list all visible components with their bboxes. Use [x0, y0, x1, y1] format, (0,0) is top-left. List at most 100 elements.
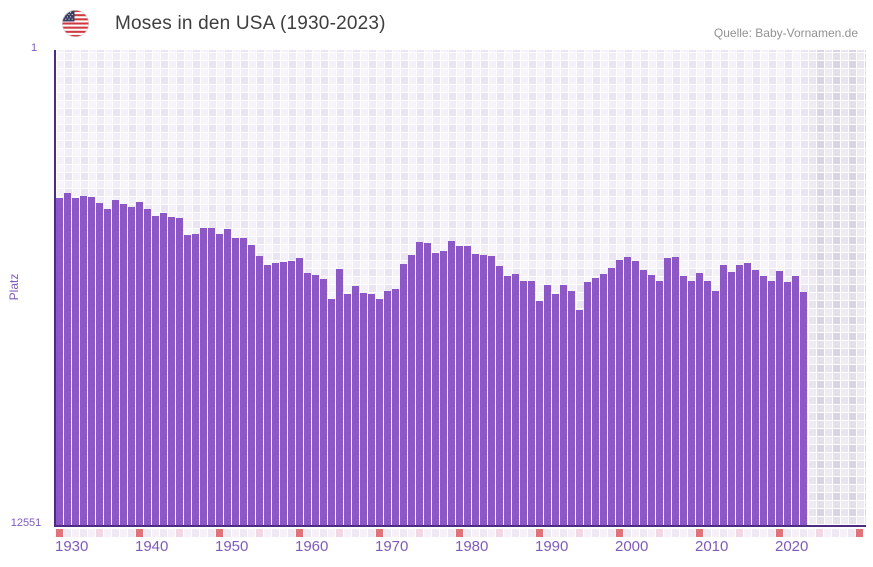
bar-1945[interactable]	[176, 218, 183, 525]
bar-1984[interactable]	[488, 255, 495, 525]
bar-1986[interactable]	[504, 276, 511, 525]
bar-2004[interactable]	[648, 274, 655, 525]
bar-2022[interactable]	[792, 275, 799, 525]
bar-1973[interactable]	[400, 264, 407, 525]
bar-1980[interactable]	[456, 245, 463, 525]
bar-2016[interactable]	[744, 263, 751, 525]
bar-1955[interactable]	[256, 255, 263, 525]
bar-2017[interactable]	[752, 269, 759, 525]
bar-1961[interactable]	[304, 273, 311, 525]
bar-1974[interactable]	[408, 254, 415, 525]
bar-2006[interactable]	[664, 258, 671, 525]
bar-1964[interactable]	[328, 299, 335, 525]
bar-1993[interactable]	[560, 284, 567, 525]
bar-1944[interactable]	[168, 216, 175, 525]
bar-1966[interactable]	[344, 294, 351, 525]
bar-2019[interactable]	[768, 281, 775, 525]
bar-1957[interactable]	[272, 262, 279, 525]
bar-1940[interactable]	[136, 202, 143, 525]
bar-2008[interactable]	[680, 275, 687, 525]
bar-1959[interactable]	[288, 261, 295, 525]
bar-1983[interactable]	[480, 255, 487, 525]
bar-1975[interactable]	[416, 241, 423, 525]
bar-1936[interactable]	[104, 208, 111, 525]
bar-2012[interactable]	[712, 290, 719, 525]
bar-1998[interactable]	[600, 274, 607, 525]
bar-1994[interactable]	[568, 291, 575, 525]
bar-2023[interactable]	[800, 292, 807, 525]
bar-2001[interactable]	[624, 257, 631, 525]
bar-1962[interactable]	[312, 275, 319, 525]
bar-1988[interactable]	[520, 280, 527, 525]
bar-1943[interactable]	[160, 212, 167, 525]
bar-1948[interactable]	[200, 227, 207, 525]
bar-2005[interactable]	[656, 280, 663, 525]
bar-1999[interactable]	[608, 268, 615, 525]
bar-2020[interactable]	[776, 270, 783, 525]
strip-cell-1957	[272, 529, 279, 537]
bar-1933[interactable]	[80, 195, 87, 525]
bar-2003[interactable]	[640, 269, 647, 525]
bar-1952[interactable]	[232, 237, 239, 525]
bar-1977[interactable]	[432, 253, 439, 525]
bar-1937[interactable]	[112, 200, 119, 525]
bar-1951[interactable]	[224, 229, 231, 525]
bar-1934[interactable]	[88, 196, 95, 525]
bar-1932[interactable]	[72, 198, 79, 525]
bar-1996[interactable]	[584, 281, 591, 525]
bar-1967[interactable]	[352, 285, 359, 525]
bar-1979[interactable]	[448, 240, 455, 525]
bar-1965[interactable]	[336, 269, 343, 525]
bar-1981[interactable]	[464, 246, 471, 525]
bar-1939[interactable]	[128, 206, 135, 525]
bar-1969[interactable]	[368, 294, 375, 525]
bar-2014[interactable]	[728, 272, 735, 525]
bar-1949[interactable]	[208, 227, 215, 525]
strip-cell-1999	[608, 529, 615, 537]
bar-2002[interactable]	[632, 260, 639, 525]
bar-1978[interactable]	[440, 250, 447, 525]
bar-1990[interactable]	[536, 301, 543, 525]
bar-1963[interactable]	[320, 278, 327, 525]
bar-1958[interactable]	[280, 261, 287, 525]
strip-cell-2012	[712, 529, 719, 537]
bar-2013[interactable]	[720, 265, 727, 525]
bar-1982[interactable]	[472, 254, 479, 525]
bar-1946[interactable]	[184, 235, 191, 525]
bar-2000[interactable]	[616, 260, 623, 525]
bar-1972[interactable]	[392, 289, 399, 525]
bar-1968[interactable]	[360, 293, 367, 525]
bar-1987[interactable]	[512, 274, 519, 525]
bar-1931[interactable]	[64, 192, 71, 525]
bar-1953[interactable]	[240, 237, 247, 525]
strip-cell-1994	[568, 529, 575, 537]
bar-1995[interactable]	[576, 310, 583, 525]
bar-1991[interactable]	[544, 285, 551, 525]
bar-1976[interactable]	[424, 243, 431, 525]
x-tick-2000: 2000	[615, 538, 649, 555]
bar-1992[interactable]	[552, 294, 559, 525]
bar-1942[interactable]	[152, 216, 159, 525]
bar-1960[interactable]	[296, 258, 303, 525]
bar-1985[interactable]	[496, 266, 503, 525]
bar-2015[interactable]	[736, 264, 743, 525]
bar-1938[interactable]	[120, 204, 127, 525]
bar-1971[interactable]	[384, 291, 391, 525]
bar-1941[interactable]	[144, 208, 151, 525]
bar-2010[interactable]	[696, 273, 703, 525]
bar-2018[interactable]	[760, 276, 767, 525]
bar-1997[interactable]	[592, 278, 599, 525]
y-tick-bottom: 12551	[10, 517, 42, 529]
bar-1970[interactable]	[376, 299, 383, 525]
bar-1956[interactable]	[264, 264, 271, 525]
bar-1950[interactable]	[216, 233, 223, 525]
bar-1935[interactable]	[96, 202, 103, 525]
bar-1930[interactable]	[56, 198, 63, 525]
bar-2011[interactable]	[704, 280, 711, 525]
bar-1954[interactable]	[248, 245, 255, 525]
bar-1947[interactable]	[192, 233, 199, 525]
bar-2007[interactable]	[672, 257, 679, 525]
bar-2021[interactable]	[784, 281, 791, 525]
bar-2009[interactable]	[688, 280, 695, 525]
bar-1989[interactable]	[528, 280, 535, 525]
